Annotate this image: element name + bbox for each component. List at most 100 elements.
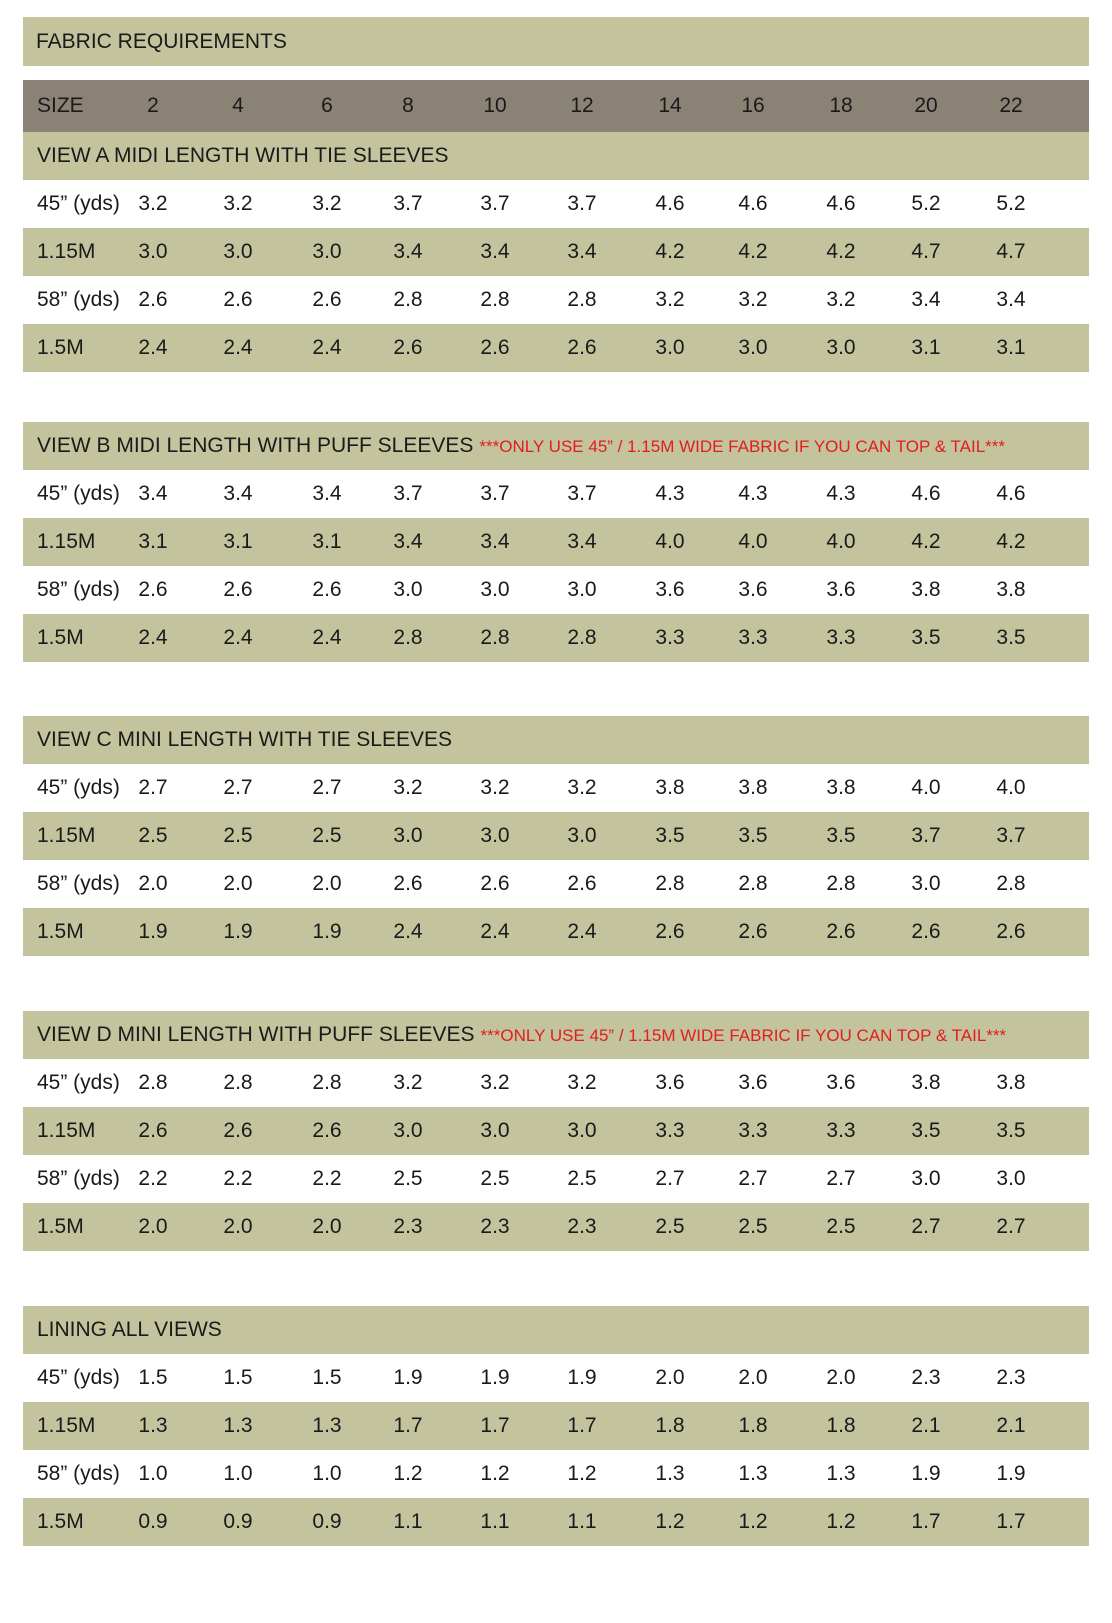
table-cell: 2.8 (655, 872, 685, 895)
table-cell: 3.8 (738, 776, 768, 799)
table-cell: 3.0 (393, 1119, 423, 1142)
row-label: 58” (yds) (37, 578, 120, 601)
table-cell: 3.0 (911, 1167, 941, 1190)
row-label: 1.15M (37, 240, 96, 263)
table-cell: 3.2 (480, 1071, 510, 1094)
table-row: 58” (yds) 2.6 2.6 2.6 3.0 3.0 3.0 3.6 3.6 3.6 3.8 3… (23, 566, 1089, 614)
table-cell: 4.0 (996, 776, 1026, 799)
table-row: 1.15M 1.3 1.3 1.3 1.7 1.7 1.7 1.8 1.8 1.8 2.1 2.1 (23, 1402, 1089, 1450)
table-cell: 3.0 (826, 336, 856, 359)
table-cell: 4.6 (655, 192, 685, 215)
table-cell: 2.8 (996, 872, 1026, 895)
table-cell: 2.7 (738, 1167, 768, 1190)
table-cell: 3.0 (567, 824, 597, 847)
table-cell: 0.9 (138, 1510, 168, 1533)
table-cell: 2.6 (826, 920, 856, 943)
table-cell: 2.8 (393, 626, 423, 649)
table-cell: 3.5 (738, 824, 768, 847)
table-cell: 2.1 (911, 1414, 941, 1437)
table-cell: 2.6 (312, 288, 342, 311)
table-cell: 1.1 (567, 1510, 597, 1533)
table-cell: 1.7 (567, 1414, 597, 1437)
table-cell: 2.0 (312, 872, 342, 895)
table-cell: 3.3 (738, 626, 768, 649)
table-cell: 4.6 (996, 482, 1026, 505)
table-cell: 2.0 (312, 1215, 342, 1238)
table-cell: 3.2 (393, 776, 423, 799)
table-cell: 1.3 (826, 1462, 856, 1485)
table-cell: 1.1 (393, 1510, 423, 1533)
table-cell: 4.2 (738, 240, 768, 263)
table-row: 45” (yds) 3.4 3.4 3.4 3.7 3.7 3.7 4.3 4.3 4.3 4.6 4… (23, 470, 1089, 518)
table-title: FABRIC REQUIREMENTS (23, 17, 1089, 66)
table-cell: 3.5 (996, 626, 1026, 649)
row-label: 1.5M (37, 626, 84, 649)
table-cell: 2.8 (393, 288, 423, 311)
table-cell: 2.5 (738, 1215, 768, 1238)
section-title: VIEW D MINI LENGTH WITH PUFF SLEEVES ***O… (23, 1011, 1089, 1059)
table-cell: 2.6 (138, 578, 168, 601)
table-cell: 2.7 (138, 776, 168, 799)
section-title-text: LINING ALL VIEWS (37, 1318, 222, 1341)
section-title: LINING ALL VIEWS (23, 1306, 1089, 1354)
table-cell: 3.0 (911, 872, 941, 895)
table-cell: 1.5 (138, 1366, 168, 1389)
table-cell: 3.1 (996, 336, 1026, 359)
table-row: 58” (yds) 2.2 2.2 2.2 2.5 2.5 2.5 2.7 2.7 2.7 3.0 3… (23, 1155, 1089, 1203)
table-cell: 3.3 (826, 1119, 856, 1142)
table-cell: 3.0 (393, 824, 423, 847)
table-cell: 4.0 (911, 776, 941, 799)
table-cell: 2.1 (996, 1414, 1026, 1437)
table-cell: 2.6 (655, 920, 685, 943)
row-label: 1.15M (37, 824, 96, 847)
table-cell: 2.2 (312, 1167, 342, 1190)
table-cell: 1.0 (223, 1462, 253, 1485)
row-label: 1.5M (37, 1215, 84, 1238)
table-cell: 3.6 (826, 1071, 856, 1094)
table-cell: 4.2 (996, 530, 1026, 553)
table-cell: 2.6 (480, 872, 510, 895)
table-cell: 5.2 (911, 192, 941, 215)
row-label: 1.15M (37, 1119, 96, 1142)
table-cell: 3.4 (480, 240, 510, 263)
table-cell: 4.2 (655, 240, 685, 263)
row-label: 1.15M (37, 1414, 96, 1437)
table-row: 45” (yds) 2.7 2.7 2.7 3.2 3.2 3.2 3.8 3.8 3.8 4.0 4… (23, 764, 1089, 812)
table-cell: 3.0 (312, 240, 342, 263)
size-column-header: 12 (570, 94, 594, 117)
table-cell: 2.4 (480, 920, 510, 943)
table-cell: 2.6 (312, 1119, 342, 1142)
table-cell: 4.0 (826, 530, 856, 553)
table-cell: 3.0 (655, 336, 685, 359)
size-column-header: 14 (658, 94, 682, 117)
table-cell: 2.6 (393, 336, 423, 359)
section-title-text: VIEW B MIDI LENGTH WITH PUFF SLEEVES (37, 434, 474, 457)
table-row: 1.15M 2.6 2.6 2.6 3.0 3.0 3.0 3.3 3.3 3.3 3.5 3.5 (23, 1107, 1089, 1155)
table-cell: 3.7 (393, 192, 423, 215)
table-cell: 3.0 (480, 1119, 510, 1142)
table-cell: 1.0 (138, 1462, 168, 1485)
table-cell: 2.8 (480, 626, 510, 649)
table-cell: 1.2 (738, 1510, 768, 1533)
table-cell: 2.2 (223, 1167, 253, 1190)
table-cell: 3.2 (138, 192, 168, 215)
table-row: 1.15M 2.5 2.5 2.5 3.0 3.0 3.0 3.5 3.5 3.5 3.7 3.7 (23, 812, 1089, 860)
table-cell: 3.1 (138, 530, 168, 553)
table-cell: 2.8 (223, 1071, 253, 1094)
table-cell: 3.1 (223, 530, 253, 553)
table-cell: 3.5 (826, 824, 856, 847)
table-cell: 2.6 (567, 336, 597, 359)
table-cell: 2.4 (223, 626, 253, 649)
table-cell: 1.3 (738, 1462, 768, 1485)
section-title: VIEW B MIDI LENGTH WITH PUFF SLEEVES ***O… (23, 422, 1089, 470)
table-cell: 2.7 (911, 1215, 941, 1238)
table-cell: 2.5 (393, 1167, 423, 1190)
table-cell: 1.9 (480, 1366, 510, 1389)
table-cell: 2.6 (480, 336, 510, 359)
table-cell: 2.6 (393, 872, 423, 895)
table-cell: 3.5 (911, 1119, 941, 1142)
table-row: 1.5M 0.9 0.9 0.9 1.1 1.1 1.1 1.2 1.2 1.2 1.7 1.7 (23, 1498, 1089, 1546)
table-cell: 3.6 (826, 578, 856, 601)
table-cell: 4.3 (738, 482, 768, 505)
table-cell: 3.0 (567, 1119, 597, 1142)
